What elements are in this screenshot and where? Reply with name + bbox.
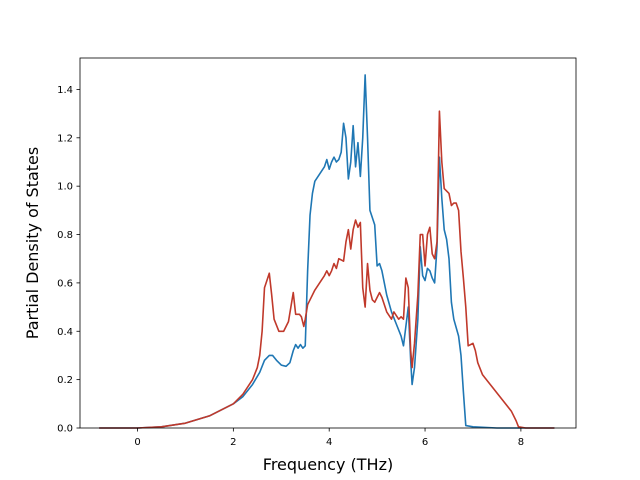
- y-tick-label: 1.4: [57, 85, 73, 96]
- x-tick-label: 6: [422, 437, 428, 448]
- x-tick-label: 2: [230, 437, 236, 448]
- x-axis-ticks: 0 2 4 6 8: [134, 428, 524, 448]
- y-tick-label: 0.2: [57, 375, 73, 386]
- series-layer: [99, 74, 555, 429]
- y-tick-label: 1.0: [57, 182, 73, 193]
- plot-frame: [79, 57, 577, 429]
- y-axis-ticks: 0.0 0.2 0.4 0.6 0.8 1.0 1.2 1.4: [57, 85, 80, 435]
- y-tick-label: 0.8: [57, 230, 73, 241]
- x-axis-label: Frequency (THz): [263, 455, 393, 474]
- x-tick-label: 8: [518, 437, 524, 448]
- y-tick-label: 0.4: [57, 327, 73, 338]
- x-tick-label: 4: [326, 437, 332, 448]
- y-tick-label: 0.6: [57, 278, 73, 289]
- y-axis-label: Partial Density of States: [23, 147, 42, 339]
- x-tick-label: 0: [134, 437, 140, 448]
- series-line-2: [99, 110, 555, 429]
- y-tick-label: 1.2: [57, 133, 73, 144]
- y-tick-label: 0.0: [57, 424, 73, 435]
